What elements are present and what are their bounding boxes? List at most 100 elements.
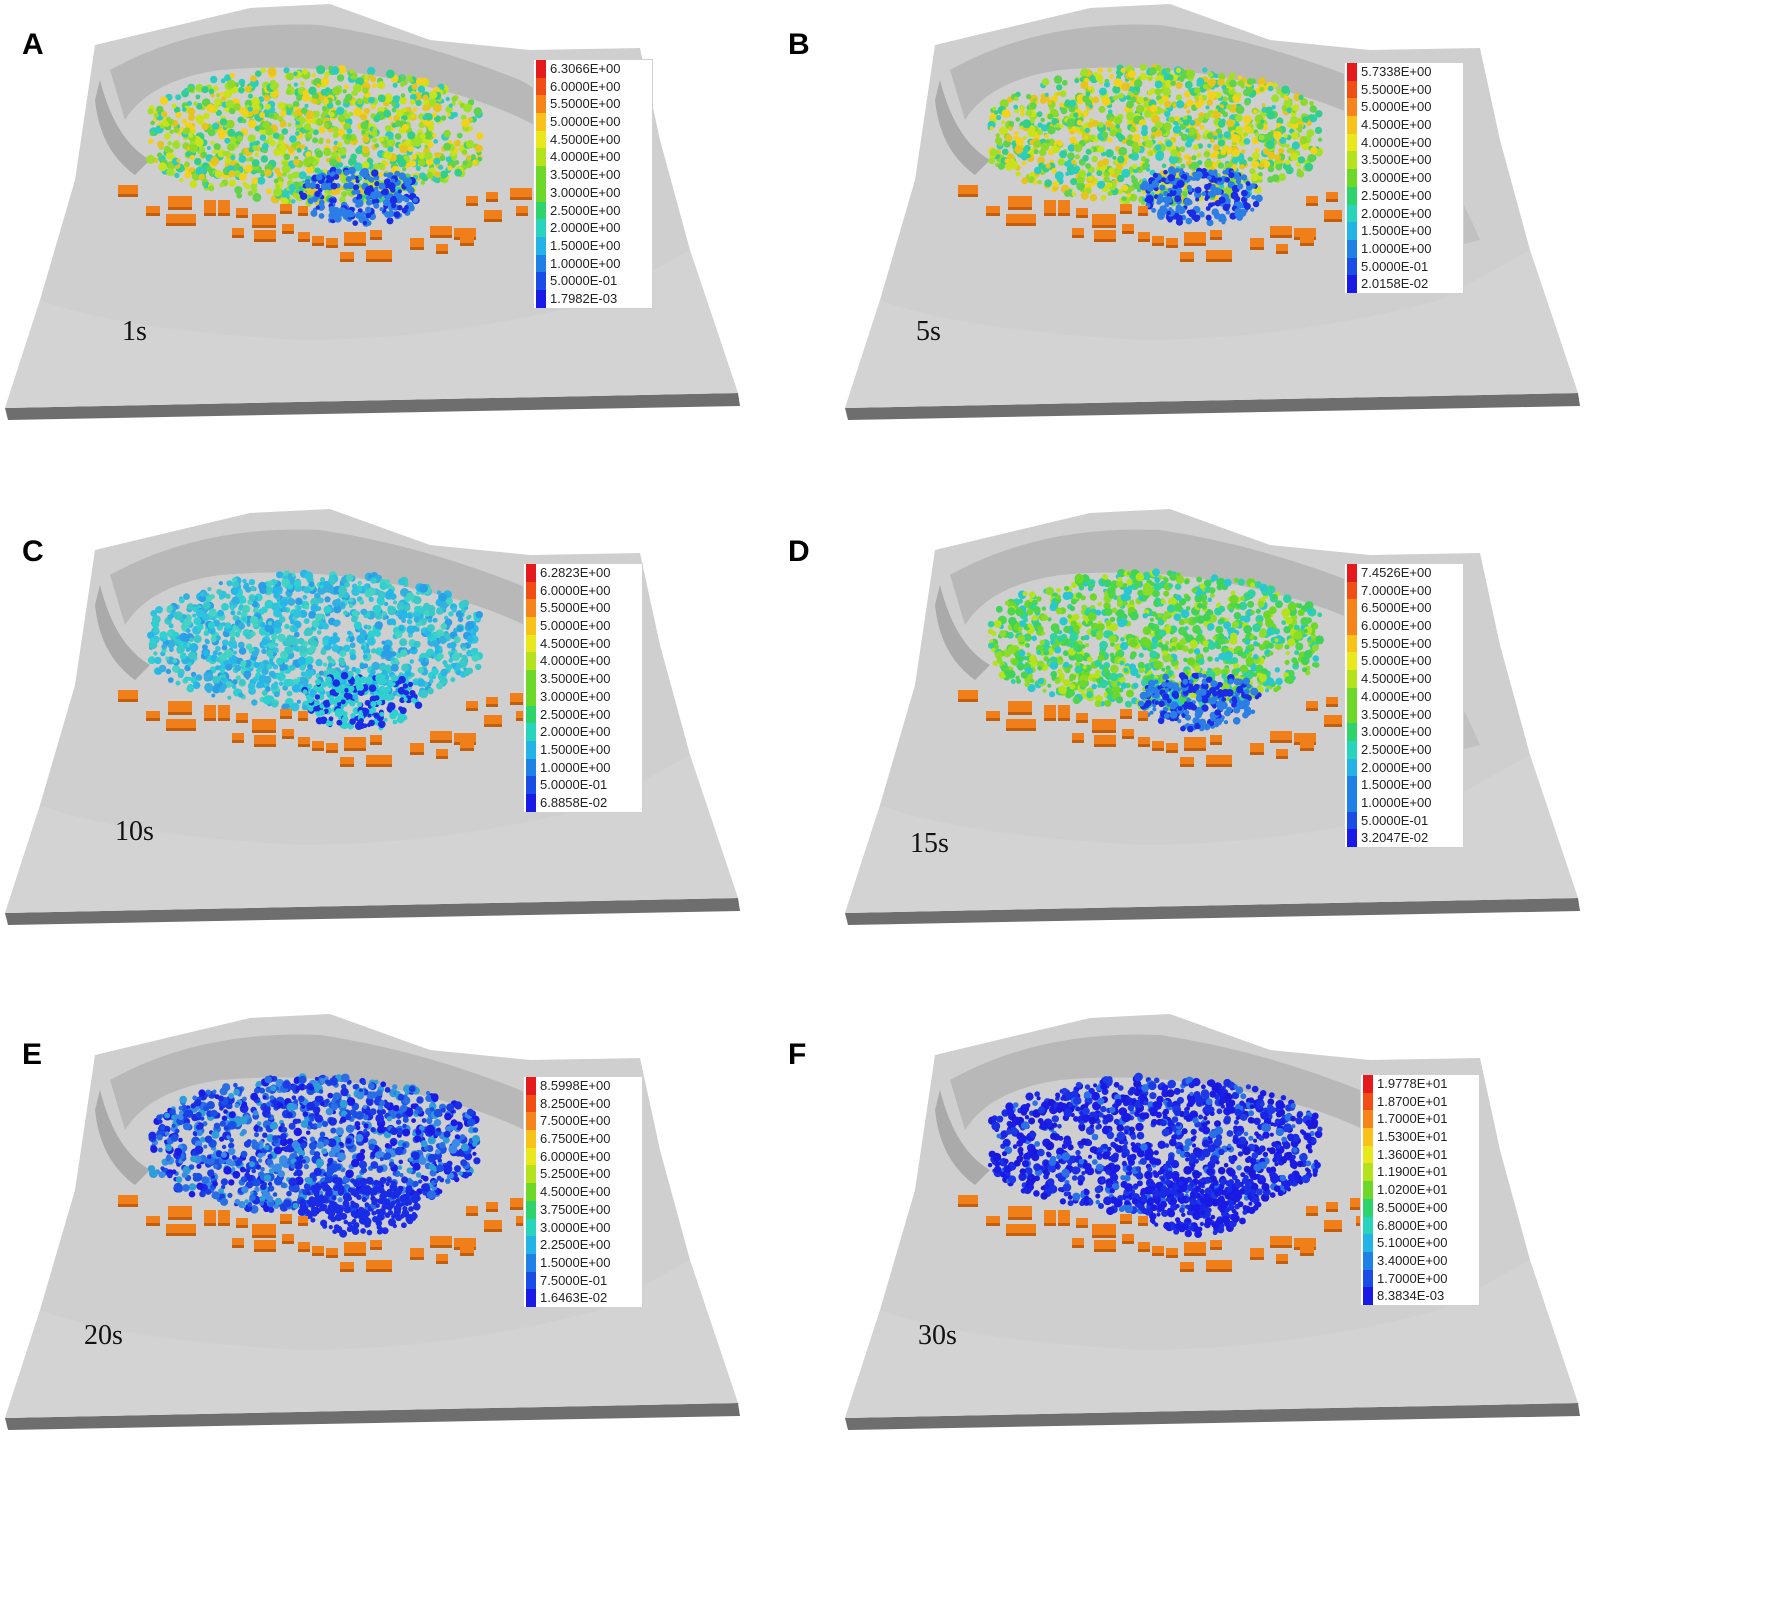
legend-entry: 5.0000E+00 <box>524 617 642 635</box>
legend-entry: 4.5000E+00 <box>524 1183 642 1201</box>
legend-entry: 1.5000E+00 <box>524 740 642 759</box>
legend-value: 3.5000E+00 <box>1361 706 1432 722</box>
legend-entry: 2.0158E-02 <box>1345 275 1463 293</box>
legend-value: 5.5000E+00 <box>550 96 621 112</box>
legend-value: 8.5000E+00 <box>1377 1199 1448 1215</box>
legend-swatch <box>1347 687 1357 706</box>
legend-value: 7.5000E+00 <box>540 1113 611 1129</box>
legend-entry: 3.5000E+00 <box>1345 151 1463 170</box>
legend-swatch <box>526 793 536 812</box>
legend-entry: 6.0000E+00 <box>534 77 652 96</box>
legend-value: 1.0200E+01 <box>1377 1182 1448 1198</box>
legend-value: 1.7000E+00 <box>1377 1270 1448 1286</box>
legend-value: 4.0000E+00 <box>550 149 621 165</box>
legend-swatch <box>536 289 546 308</box>
panel-letter: F <box>788 1038 807 1071</box>
legend-swatch <box>1347 98 1357 117</box>
legend-swatch <box>1347 116 1357 134</box>
legend-swatch <box>1347 811 1357 830</box>
panel-letter: C <box>22 535 44 568</box>
legend-entry: 2.5000E+00 <box>1345 740 1463 759</box>
simulation-scene <box>5 1014 740 1430</box>
legend-value: 5.0000E+00 <box>1361 653 1432 669</box>
legend-value: 5.5000E+00 <box>1361 635 1432 651</box>
legend-value: 5.1000E+00 <box>1377 1235 1448 1251</box>
legend-entry: 2.5000E+00 <box>524 705 642 724</box>
legend-swatch <box>526 687 536 706</box>
legend-entry: 1.0000E+00 <box>1345 793 1463 812</box>
legend-swatch <box>526 652 536 671</box>
legend-swatch <box>526 1165 536 1184</box>
time-label: 5s <box>916 316 941 347</box>
legend-swatch <box>526 599 536 618</box>
legend-swatch <box>536 183 546 202</box>
legend-entry: 2.0000E+00 <box>534 219 652 237</box>
legend-entry: 8.5000E+00 <box>1361 1198 1479 1217</box>
legend-value: 6.2823E+00 <box>540 565 611 580</box>
legend-value: 7.0000E+00 <box>1361 582 1432 598</box>
time-label: 20s <box>84 1320 123 1351</box>
legend-swatch <box>1347 652 1357 671</box>
legend-value: 6.7500E+00 <box>540 1131 611 1147</box>
legend-value: 1.1900E+01 <box>1377 1164 1448 1180</box>
legend-entry: 5.5000E+00 <box>1345 80 1463 99</box>
legend-value: 6.0000E+00 <box>550 78 621 94</box>
legend-entry: 5.0000E-01 <box>1345 257 1463 276</box>
legend-value: 6.3066E+00 <box>550 61 621 76</box>
legend-entry: 2.5000E+00 <box>534 201 652 220</box>
legend-entry: 6.0000E+00 <box>524 1147 642 1166</box>
legend-swatch <box>1363 1163 1373 1182</box>
legend-entry: 1.8700E+01 <box>1361 1092 1479 1111</box>
legend-swatch <box>1347 793 1357 812</box>
legend-value: 1.5000E+00 <box>540 1254 611 1270</box>
legend-entry: 3.5000E+00 <box>1345 705 1463 724</box>
legend-entry: 1.1900E+01 <box>1361 1163 1479 1182</box>
time-label: 30s <box>918 1320 957 1351</box>
legend-swatch <box>1347 186 1357 205</box>
legend-value: 1.3600E+01 <box>1377 1146 1448 1162</box>
legend-swatch <box>1347 829 1357 847</box>
legend-value: 3.0000E+00 <box>1361 170 1432 186</box>
legend-entry: 1.5000E+00 <box>1345 776 1463 794</box>
legend-swatch <box>526 1253 536 1272</box>
legend-swatch <box>526 1094 536 1113</box>
legend-entry: 3.4000E+00 <box>1361 1251 1479 1270</box>
legend-entry: 4.5000E+00 <box>524 634 642 653</box>
legend-swatch <box>1347 758 1357 777</box>
legend-entry: 2.5000E+00 <box>1345 186 1463 205</box>
legend-entry: 8.2500E+00 <box>524 1094 642 1113</box>
legend-swatch <box>1363 1216 1373 1235</box>
legend-swatch <box>1347 634 1357 653</box>
legend-entry: 3.5000E+00 <box>534 166 652 184</box>
legend-value: 2.0000E+00 <box>540 724 611 740</box>
color-legend: 8.5998E+00 8.2500E+00 7.5000E+00 6.7500E+00… <box>523 1076 643 1308</box>
legend-value: 2.0000E+00 <box>1361 759 1432 775</box>
legend-value: 8.3834E-03 <box>1377 1288 1445 1304</box>
panel-f: F 30s 1.9778E+01 1.8700E+01 1.7000E+01 1.53… <box>788 1010 1700 1530</box>
legend-value: 1.8700E+01 <box>1377 1093 1448 1109</box>
legend-entry: 3.0000E+00 <box>1345 169 1463 187</box>
legend-entry: 6.2823E+00 <box>524 564 642 582</box>
legend-swatch <box>526 1112 536 1131</box>
legend-value: 5.0000E-01 <box>1361 258 1429 274</box>
legend-value: 5.2500E+00 <box>540 1166 611 1182</box>
legend-swatch <box>1347 151 1357 170</box>
legend-swatch <box>536 236 546 255</box>
legend-entry: 7.5000E+00 <box>524 1112 642 1131</box>
legend-swatch <box>536 130 546 149</box>
legend-value: 1.5000E+00 <box>1361 777 1432 793</box>
legend-swatch <box>536 219 546 237</box>
legend-swatch <box>526 740 536 759</box>
legend-swatch <box>526 634 536 653</box>
legend-entry: 5.0000E+00 <box>534 113 652 131</box>
panel-b: B 5s 5.7338E+00 5.5000E+00 5.0000E+00 4.500… <box>788 0 1700 520</box>
legend-entry: 4.0000E+00 <box>1345 687 1463 706</box>
legend-entry: 3.5000E+00 <box>524 670 642 688</box>
legend-swatch <box>1363 1269 1373 1288</box>
legend-value: 4.5000E+00 <box>540 635 611 651</box>
legend-entry: 5.0000E-01 <box>534 272 652 290</box>
legend-entry: 3.0000E+00 <box>524 1218 642 1237</box>
legend-entry: 3.0000E+00 <box>1345 723 1463 741</box>
legend-swatch <box>536 60 546 78</box>
legend-swatch <box>1363 1287 1373 1305</box>
